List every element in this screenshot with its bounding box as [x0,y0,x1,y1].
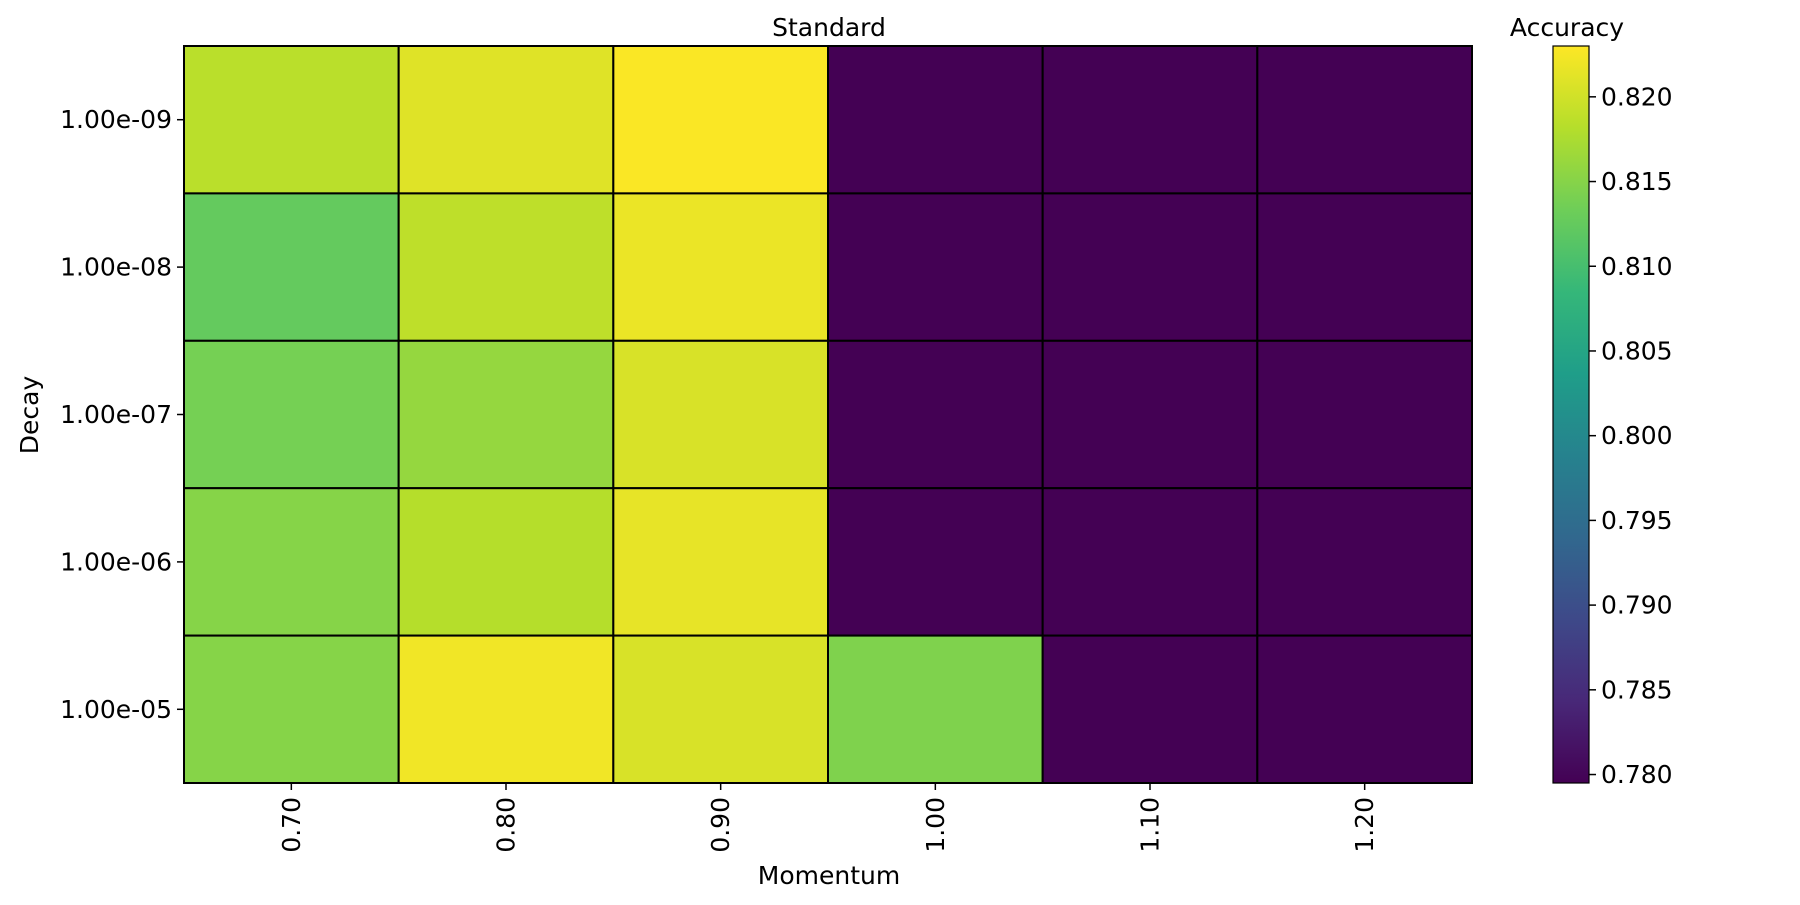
x-tick-label: 0.90 [706,797,735,853]
colorbar-label: Accuracy [1510,13,1624,42]
x-axis-label: Momentum [758,861,900,890]
heatmap-cells [183,45,1474,784]
heatmap-cell [827,634,1044,784]
heatmap-cell [1041,192,1259,342]
x-tick-label: 1.00 [921,797,950,853]
chart-title: Standard [772,13,886,42]
heatmap-cell [827,487,1044,637]
colorbar-tick-label: 0.815 [1601,167,1673,196]
heatmap-cell [827,339,1044,490]
heatmap-cell [183,634,400,784]
heatmap-cell [827,45,1044,195]
heatmap-cell [827,192,1044,342]
y-axis-label: Decay [15,376,44,455]
colorbar-tick-label: 0.810 [1601,252,1673,281]
heatmap-cell [1256,192,1474,342]
colorbar-ticks: 0.780 0.785 0.790 0.795 0.800 0.805 0.810 0.815… [1589,82,1673,789]
heatmap-cell [1041,487,1259,637]
heatmap-cell [612,634,829,784]
heatmap-cell [1256,634,1474,784]
x-tick-label: 0.80 [492,797,521,853]
y-axis-ticks: 1.00e-09 1.00e-08 1.00e-07 1.00e-06 1.00e-05 [60,105,184,724]
heatmap-cell [397,339,615,490]
colorbar-tick-label: 0.790 [1601,591,1673,620]
heatmap-cell [397,487,615,637]
heatmap-cell [612,192,829,342]
heatmap-cell [612,339,829,490]
y-tick-label: 1.00e-05 [60,695,172,724]
heatmap-cell [183,487,400,637]
colorbar-tick-label: 0.805 [1601,336,1673,365]
colorbar-tick-label: 0.800 [1601,421,1673,450]
colorbar-gradient [1553,46,1589,783]
y-tick-label: 1.00e-09 [60,105,172,134]
heatmap-cell [1041,45,1259,195]
colorbar-tick-label: 0.795 [1601,506,1673,535]
y-tick-label: 1.00e-07 [60,400,172,429]
x-tick-label: 1.20 [1350,797,1379,853]
colorbar-frame [1552,45,1590,784]
x-tick-label: 1.10 [1136,797,1165,853]
colorbar-tick-label: 0.785 [1601,675,1673,704]
y-tick-label: 1.00e-08 [60,253,172,282]
heatmap-cell [183,45,400,195]
heatmap-cell [183,192,400,342]
heatmap-cell [1256,339,1474,490]
x-tick-label: 0.70 [277,797,306,853]
heatmap-cell [1041,339,1259,490]
colorbar-tick-label: 0.820 [1601,82,1673,111]
colorbar: 0.780 0.785 0.790 0.795 0.800 0.805 0.810 0.815… [1510,13,1673,789]
heatmap-cell [612,487,829,637]
heatmap-cell [612,45,829,195]
heatmap-cell [397,192,615,342]
heatmap-cell [1256,45,1474,195]
heatmap-cell [183,339,400,490]
y-tick-label: 1.00e-06 [60,547,172,576]
heatmap-cell [1256,487,1474,637]
heatmap-cell [397,634,615,784]
heatmap-cell [1041,634,1259,784]
x-axis-ticks: 0.70 0.80 0.90 1.00 1.10 1.20 [277,783,1379,853]
colorbar-tick-label: 0.780 [1601,760,1673,789]
heatmap-cell [397,45,615,195]
